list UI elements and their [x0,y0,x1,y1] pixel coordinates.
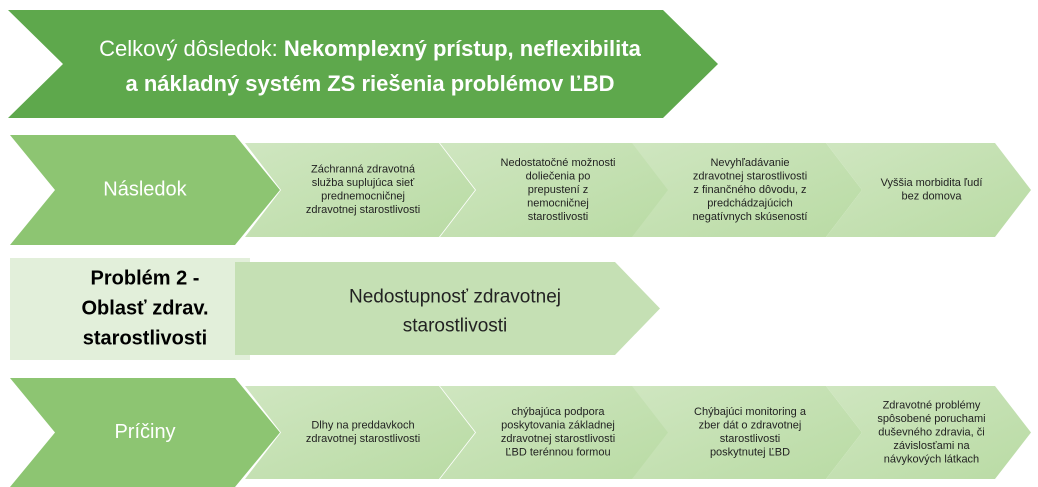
item-text: starostlivosti [528,211,589,223]
item-text: poskytovania základnej [501,420,615,432]
problem-label: starostlivosti [83,327,207,349]
header-title: Celkový dôsledok: Nekomplexný prístup, n… [99,36,641,61]
item-arrow [826,143,1031,237]
problem-box [10,258,250,360]
item-text: závislosťami na [893,440,970,452]
row-label: Následok [103,178,187,200]
item-text: prednemocničnej [321,191,405,203]
title-bold: Nekomplexný prístup, neflexibilita [284,36,642,61]
item-text: starostlivosti [720,433,781,445]
item-text: zdravotnej starostlivosti [306,433,420,445]
title-prefix: Celkový dôsledok: [99,36,284,61]
problem-text: Nedostupnosť zdravotnej [349,287,561,308]
row-arrow [10,378,280,487]
item-arrow [632,386,862,479]
item-text: Záchranná zdravotná [311,164,416,176]
item-text: Nevyhľadávanie [710,157,789,169]
item-text: ĽBD terénnou formou [505,447,610,459]
header-title: a nákladný systém ZS riešenia problémov … [125,71,614,96]
item-text: duševného zdravia, či [878,426,984,438]
item-text: nemocničnej [527,197,589,209]
item-arrow [440,386,670,479]
item-text: zber dát o zdravotnej [699,420,802,432]
item-text: návykových látkach [884,453,979,465]
row-label: Príčiny [114,421,175,443]
item-text: Nedostatočné možnosti [501,157,616,169]
item-arrow [826,386,1031,479]
item-text: chýbajúca podpora [512,406,606,418]
item-arrow [440,143,670,237]
item-text: Vyššia morbidita ľudí [881,177,983,189]
row-arrow [10,135,280,245]
header-arrow [8,10,718,118]
item-text: prepustení z [528,184,589,196]
problem-label: Problém 2 - [91,267,200,289]
item-text: zdravotnej starostlivosti [306,204,420,216]
item-text: spôsobené poruchami [877,413,985,425]
item-text: zdravotnej starostlivosti [693,170,807,182]
item-text: negatívnych skúseností [693,211,808,223]
item-text: Chýbajúci monitoring a [694,406,807,418]
item-text: služba suplujúca sieť [312,177,415,189]
item-text: predchádzajúcich [707,197,793,209]
problem-label: Oblasť zdrav. [81,297,208,319]
problem-arrow [235,262,660,355]
item-text: bez domova [902,191,963,203]
item-arrow [245,386,475,479]
item-text: poskytnutej ĽBD [710,447,790,459]
item-text: zdravotnej starostlivosti [501,433,615,445]
item-text: Zdravotné problémy [883,399,981,411]
item-arrow [245,143,475,237]
item-text: Dlhy na preddavkoch [311,420,414,432]
item-arrow [632,143,862,237]
item-text: z finančného dôvodu, z [693,184,806,196]
problem-text: starostlivosti [403,316,508,337]
item-text: doliečenia po [526,170,591,182]
